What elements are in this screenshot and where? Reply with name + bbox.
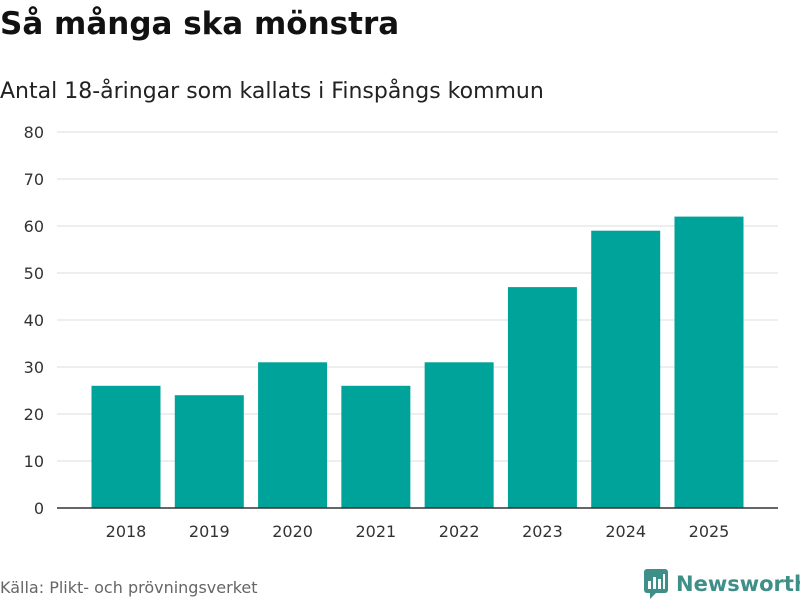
x-tick-label: 2021 xyxy=(355,522,396,541)
bar-2025 xyxy=(674,216,744,508)
bar-2022 xyxy=(424,362,494,508)
chart-subtitle: Antal 18-åringar som kallats i Finspångs… xyxy=(0,79,544,104)
y-tick-label: 40 xyxy=(24,311,44,330)
bar-2023 xyxy=(507,287,577,508)
bar-2018 xyxy=(91,385,161,508)
y-tick-label: 10 xyxy=(24,452,44,471)
y-tick-label: 30 xyxy=(24,358,44,377)
y-tick-label: 80 xyxy=(24,123,44,142)
bar-2019 xyxy=(174,395,244,508)
y-tick-label: 60 xyxy=(24,217,44,236)
x-tick-label: 2023 xyxy=(522,522,563,541)
newsworthy-logo-icon xyxy=(644,569,668,599)
x-tick-label: 2018 xyxy=(106,522,147,541)
brand-logo[interactable]: Newsworthy xyxy=(644,568,800,600)
x-tick-label: 2019 xyxy=(189,522,230,541)
x-tick-label: 2022 xyxy=(439,522,480,541)
y-tick-label: 0 xyxy=(34,499,44,518)
y-tick-label: 20 xyxy=(24,405,44,424)
y-tick-label: 50 xyxy=(24,264,44,283)
bar-2020 xyxy=(258,362,328,508)
bar-2024 xyxy=(591,230,661,508)
x-tick-label: 2025 xyxy=(689,522,730,541)
y-tick-label: 70 xyxy=(24,170,44,189)
chart-title: Så många ska mönstra xyxy=(0,6,400,42)
brand-name: Newsworthy xyxy=(676,572,800,596)
x-tick-label: 2020 xyxy=(272,522,313,541)
x-tick-label: 2024 xyxy=(605,522,646,541)
source-note: Källa: Plikt- och prövningsverket xyxy=(0,578,258,597)
bar-2021 xyxy=(341,385,411,508)
